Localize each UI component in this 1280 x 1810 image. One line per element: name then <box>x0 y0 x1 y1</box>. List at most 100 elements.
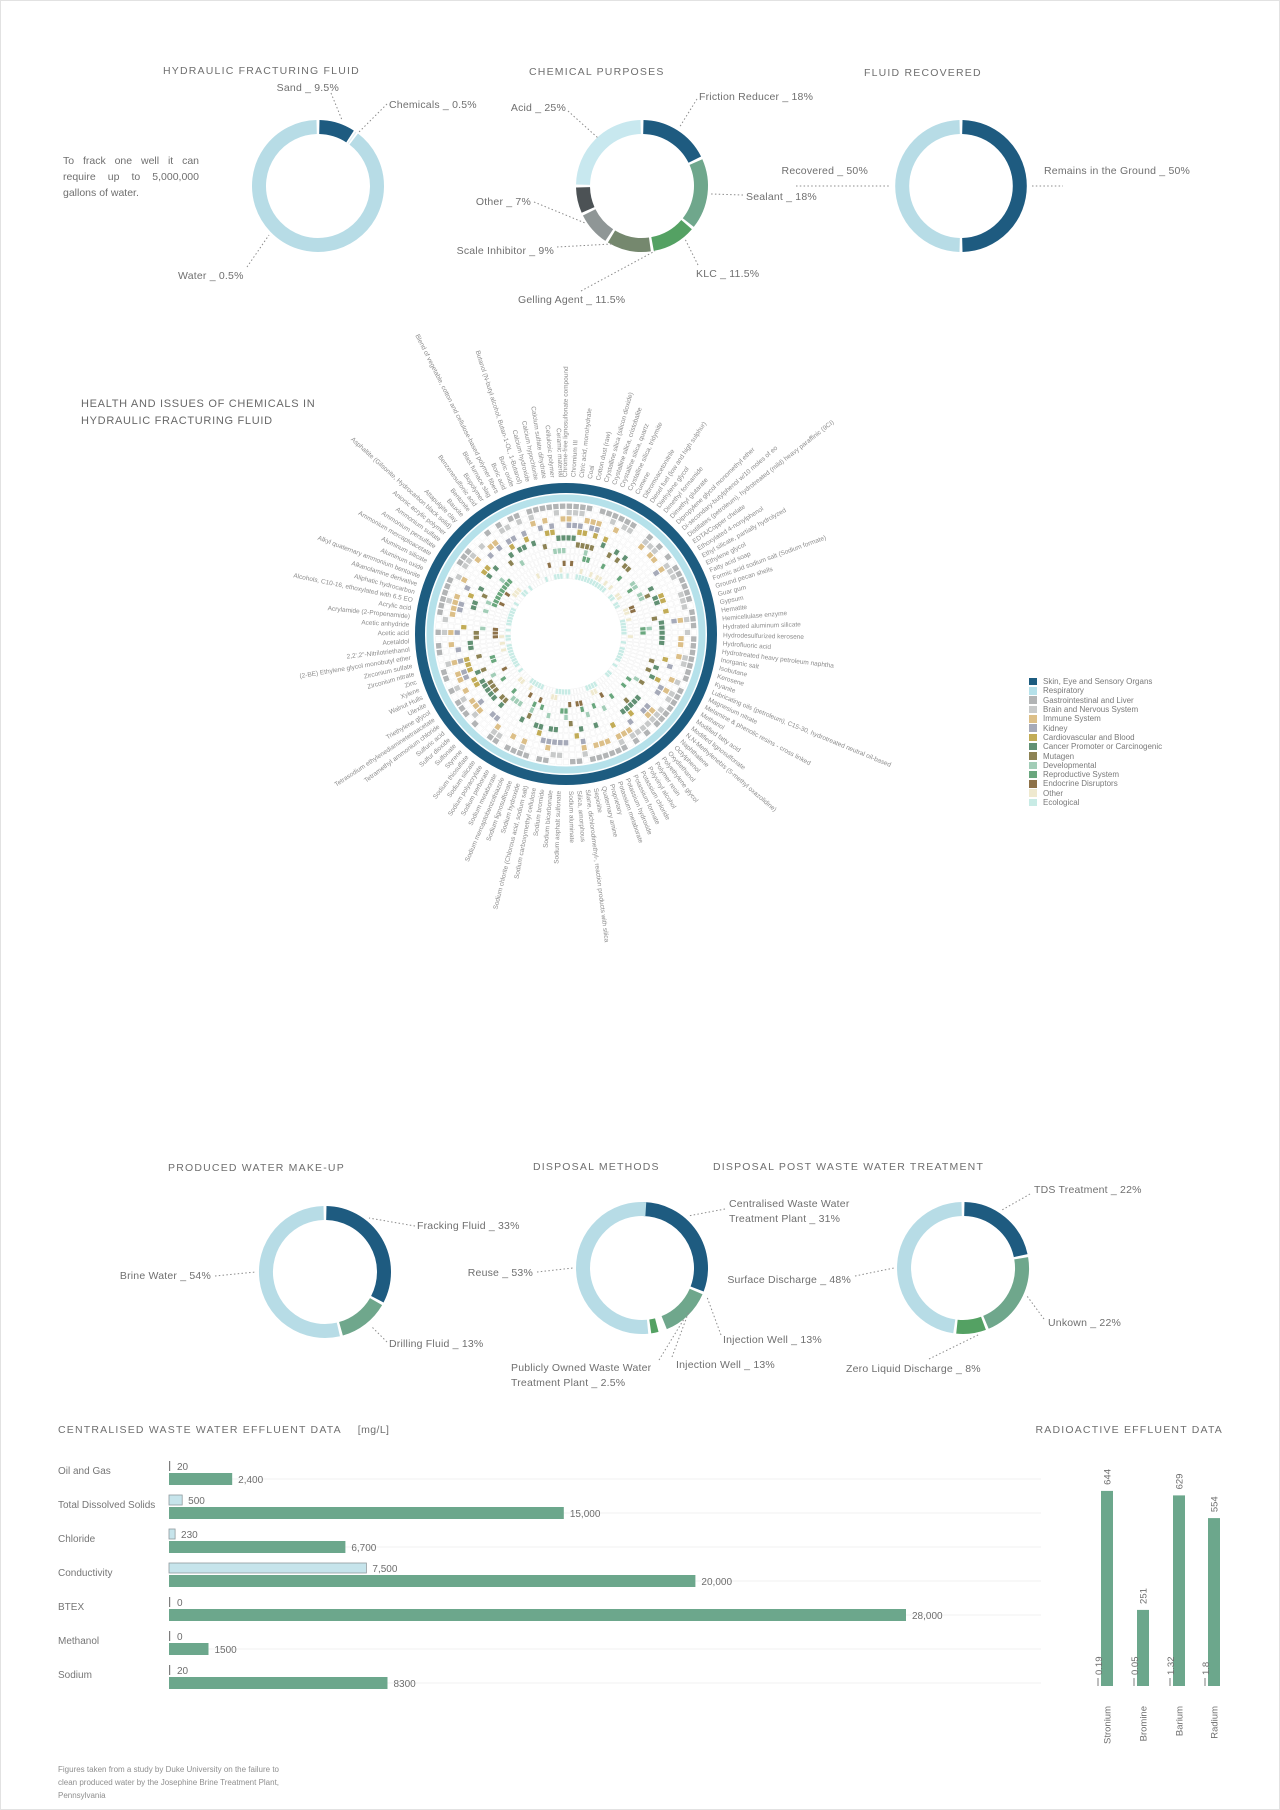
wheel-cell <box>493 706 501 714</box>
wheel-cell <box>675 584 683 593</box>
radioactive-bar <box>1101 1490 1113 1686</box>
legend-row: Respiratory <box>1029 686 1162 695</box>
wheel-cell <box>510 668 517 675</box>
wheel-cell <box>588 723 595 731</box>
wheel-cell <box>537 709 543 717</box>
wheel-cell <box>531 679 537 686</box>
wheel-cell <box>673 599 681 606</box>
wheel-cell <box>537 525 544 532</box>
wheel-cell <box>514 673 522 680</box>
wheel-cell <box>614 557 621 564</box>
wheel-cell <box>624 584 631 591</box>
radioactive-bar <box>1208 1518 1220 1686</box>
wheel-cell <box>531 701 537 708</box>
wheel-title-line1: HEALTH AND ISSUES OF CHEMICALS IN <box>81 398 316 410</box>
legend-label: Developmental <box>1043 760 1097 770</box>
wheel-cell <box>492 631 498 635</box>
wheel-cell <box>497 682 505 690</box>
wheel-cell <box>594 700 601 708</box>
wheel-cell <box>671 624 678 630</box>
wheel-cell <box>556 758 563 765</box>
wheel-cell <box>492 642 500 647</box>
wheel-cell <box>489 702 497 710</box>
wheel-cell <box>561 535 566 541</box>
wheel-cell <box>553 516 560 523</box>
wheel-cell <box>662 687 670 695</box>
wheel-cell <box>635 702 643 710</box>
wheel-cell <box>650 577 658 585</box>
wheel-cell <box>621 689 629 697</box>
wheel-cell <box>643 652 651 658</box>
wheel-cell <box>538 723 544 730</box>
wheel-cell <box>625 675 632 682</box>
wheel-cell <box>633 661 641 668</box>
wheel-cell <box>617 559 625 567</box>
wheel-cell <box>518 538 525 546</box>
wheel-cell <box>435 642 442 649</box>
wheel-cell <box>495 552 503 561</box>
wheel-cell <box>674 605 682 612</box>
wheel-cell <box>502 654 509 659</box>
wheel-cell <box>505 681 512 689</box>
wheel-cell <box>473 639 480 645</box>
wheel-cell <box>457 567 466 576</box>
wheel-cell <box>659 635 665 640</box>
wheel-cell <box>621 604 628 610</box>
wheel-cell <box>487 543 495 551</box>
wheel-cell <box>436 649 443 656</box>
wheel-cell <box>435 622 442 629</box>
wheel-cell <box>653 720 661 728</box>
wheel-cell <box>609 721 617 729</box>
wheel-cell <box>461 646 468 652</box>
wheel-cell <box>513 690 521 697</box>
wheel-cell <box>493 615 501 621</box>
chemical-label: Acetaldol <box>382 638 410 647</box>
legend-swatch <box>1029 761 1037 770</box>
wheel-cell <box>500 735 509 743</box>
wheel-cell <box>634 525 643 533</box>
wheel-cell <box>626 576 634 584</box>
wheel-cell <box>596 733 604 741</box>
wheel-cell <box>637 690 645 698</box>
wheel-cell <box>521 515 529 524</box>
wheel-cell <box>581 556 587 563</box>
wheel-cell <box>625 726 633 734</box>
wheel-cell <box>588 525 595 532</box>
wheel-cell <box>627 635 633 639</box>
wheel-cell <box>528 534 535 542</box>
wheel-cell <box>512 727 520 735</box>
wheel-cell <box>525 570 532 578</box>
wheel-cell <box>503 546 512 554</box>
wheel-cell <box>590 518 597 526</box>
wheel-cell <box>593 722 599 729</box>
wheel-cell <box>654 676 662 683</box>
wheel-cell <box>479 639 486 644</box>
radioactive-name: Bromine <box>1139 1706 1150 1741</box>
wheel-cell <box>655 655 663 661</box>
wheel-cell <box>647 585 655 592</box>
wheel-cell <box>474 644 481 650</box>
leader-line <box>536 1267 574 1273</box>
wheel-cell <box>505 707 513 716</box>
wheel-cell <box>678 666 686 674</box>
wheel-cell <box>597 514 605 522</box>
wheel-cell <box>619 643 626 648</box>
wheel-cell <box>480 617 487 623</box>
wheel-cell <box>537 682 542 689</box>
wheel-cell <box>538 571 544 578</box>
wheel-cell <box>580 575 585 582</box>
wheel-cell <box>620 672 627 679</box>
wheel-cell <box>571 535 576 542</box>
wheel-cell <box>553 510 560 516</box>
wheel-cell <box>651 616 658 621</box>
wheel-cell <box>516 577 523 584</box>
wheel-cell <box>627 627 634 632</box>
wheel-cell <box>485 698 494 706</box>
wheel-cell <box>636 654 643 660</box>
wheel-cell <box>683 642 691 649</box>
legend-row: Immune System <box>1029 714 1162 723</box>
wheel-cell <box>573 720 578 727</box>
donut-segment <box>252 120 384 252</box>
wheel-cell <box>538 531 545 538</box>
wheel-cell <box>487 679 494 686</box>
